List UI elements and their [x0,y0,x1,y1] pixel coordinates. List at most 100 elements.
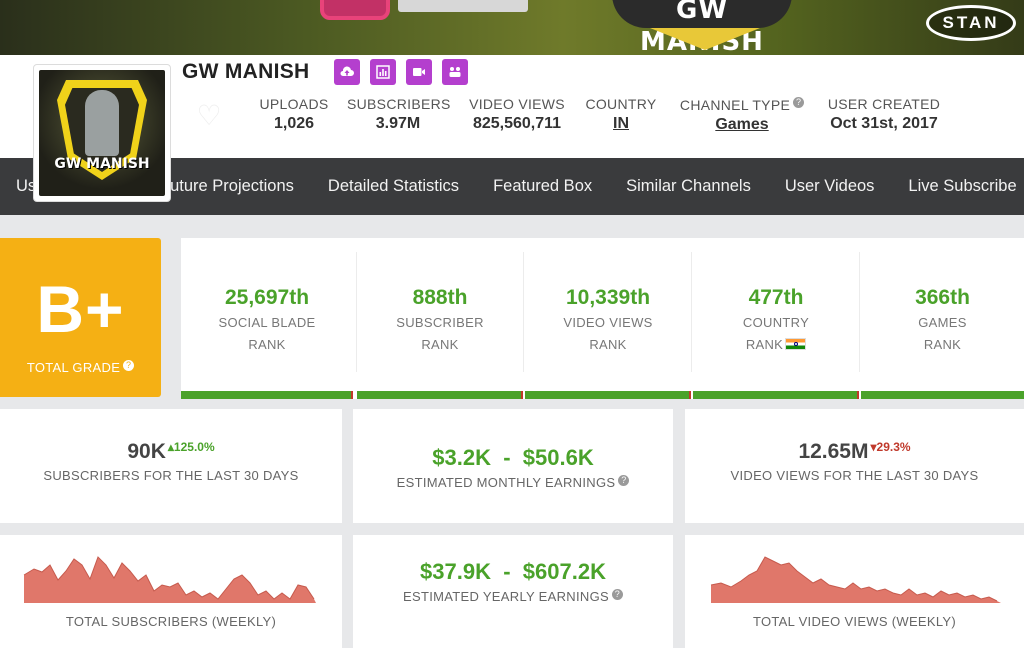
rank-panel: 25,697th SOCIAL BLADE RANK 888th SUBSCRI… [181,238,1024,399]
arrow-up-icon: ▴ [167,440,174,454]
stat-label: UPLOADS [259,96,329,112]
favorite-heart-icon[interactable]: ♡ [196,100,222,131]
earnings-low: $37.9K [420,559,491,584]
total-grade-card: B+ TOTAL GRADE? [0,238,161,397]
avatar-image: GW MANISH [39,70,165,196]
rank-country: 477th COUNTRY RANK [693,238,859,399]
earnings-separator: - [503,559,511,584]
divider [691,252,692,372]
earnings-low: $3.2K [432,445,491,470]
rank-label: RANK [248,337,286,352]
banner-instagram-graphic [320,0,390,20]
card-label: ESTIMATED YEARLY EARNINGS [403,589,609,604]
card-label: VIDEO VIEWS FOR THE LAST 30 DAYS [730,468,979,483]
views-weekly-chart-card: TOTAL VIDEO VIEWS (WEEKLY) [685,535,1024,648]
rank-bar [861,391,1024,399]
stat-label: CHANNEL TYPE [679,97,791,113]
chart-label: TOTAL VIDEO VIEWS (WEEKLY) [752,614,957,629]
earnings-high: $607.2K [522,559,606,584]
views-30-days-card: 12.65M ▾29.3% VIDEO VIEWS FOR THE LAST 30… [685,409,1024,523]
delta-value: 29.3% [876,440,911,454]
rank-label: RANK [421,337,459,352]
community-icon[interactable] [442,59,468,85]
video-icon[interactable] [406,59,432,85]
stat-channel-type: CHANNEL TYPE? Games [674,97,810,134]
arrow-down-icon: ▾ [870,440,877,454]
stat-subscribers: SUBSCRIBERS 3.97M [347,96,451,133]
delta-up: ▴125.0% [168,440,215,454]
banner-title: GW MANISH [612,0,792,55]
india-flag-icon [785,338,807,350]
rank-label: VIDEO VIEWS [563,315,653,330]
channel-icon-row [334,59,468,85]
avatar-text: GW MANISH [54,156,150,172]
rank-bar [181,391,353,399]
banner-url-strip [398,0,528,12]
help-icon[interactable]: ? [793,97,805,108]
stat-label: VIDEO VIEWS [469,96,565,112]
rank-label: COUNTRY [742,315,810,330]
rank-value: 888th [412,286,468,309]
rank-label: SUBSCRIBER [396,315,484,330]
upload-icon[interactable] [334,59,360,85]
earnings-separator: - [503,445,511,470]
rank-bar [693,391,859,399]
stat-label: COUNTRY [585,96,657,112]
figure-graphic [85,90,119,156]
subscribers-sparkline [23,556,316,603]
rank-video-views: 10,339th VIDEO VIEWS RANK [525,238,691,399]
subscribers-30-days-card: 90K ▴125.0% SUBSCRIBERS FOR THE LAST 30 D… [0,409,342,523]
rank-label: GAMES [918,315,967,330]
stat-value: 825,560,711 [472,115,562,132]
delta-value: 125.0% [173,440,215,454]
channel-banner: GW MANISH STAN [0,0,1024,55]
card-label: ESTIMATED MONTHLY EARNINGS [396,475,616,490]
channel-type-link[interactable]: Games [715,116,769,133]
rank-social-blade: 25,697th SOCIAL BLADE RANK [181,238,353,399]
channel-name: GW MANISH [182,60,310,83]
views-sparkline [710,556,1001,603]
monthly-earnings-card: $3.2K - $50.6K ESTIMATED MONTHLY EARNING… [353,409,673,523]
earnings-high: $50.6K [522,445,594,470]
stat-country: COUNTRY IN [584,96,658,133]
help-icon[interactable]: ? [123,360,135,371]
grade-label: TOTAL GRADE [26,360,121,375]
stat-user-created: USER CREATED Oct 31st, 2017 [826,96,942,133]
rank-value: 477th [748,286,804,309]
chart-icon[interactable] [370,59,396,85]
nav-similar-channels[interactable]: Similar Channels [626,177,751,195]
nav-featured-box[interactable]: Featured Box [493,177,593,195]
subscribers-weekly-chart-card: TOTAL SUBSCRIBERS (WEEKLY) [0,535,342,648]
stat-uploads: UPLOADS 1,026 [256,96,332,133]
rank-bar [525,391,691,399]
nav-future-projections[interactable]: Future Projections [160,177,294,195]
nav-live-subscribe[interactable]: Live Subscribe [908,177,1017,195]
card-label: SUBSCRIBERS FOR THE LAST 30 DAYS [43,468,299,483]
rank-bar [357,391,523,399]
rank-label: RANK [923,337,962,352]
rank-label: SOCIAL BLADE [218,315,316,330]
grade-letter: B+ [36,272,125,346]
country-link[interactable]: IN [613,115,629,132]
rank-label: RANK [589,337,627,352]
rank-value: 366th [915,286,970,309]
stat-value: 1,026 [273,115,315,132]
stan-badge: STAN [926,5,1016,41]
nav-detailed-statistics[interactable]: Detailed Statistics [327,177,460,195]
divider [356,252,357,372]
nav-user-videos[interactable]: User Videos [784,177,875,195]
rank-label: RANK [745,337,784,352]
divider [523,252,524,372]
stat-value: Oct 31st, 2017 [830,115,938,132]
rank-subscriber: 888th SUBSCRIBER RANK [357,238,523,399]
rank-value: 25,697th [224,286,310,309]
yearly-earnings-card: $37.9K - $607.2K ESTIMATED YEARLY EARNIN… [353,535,673,648]
delta-down: ▾29.3% [870,440,910,454]
stat-label: SUBSCRIBERS [347,96,451,112]
help-icon[interactable]: ? [611,589,623,600]
help-icon[interactable]: ? [618,475,630,486]
subscribers-30-days-value: 90K [127,440,166,463]
channel-avatar[interactable]: GW MANISH [33,64,171,202]
rank-value: 10,339th [565,286,651,309]
rank-games: 366th GAMES RANK [861,238,1024,399]
